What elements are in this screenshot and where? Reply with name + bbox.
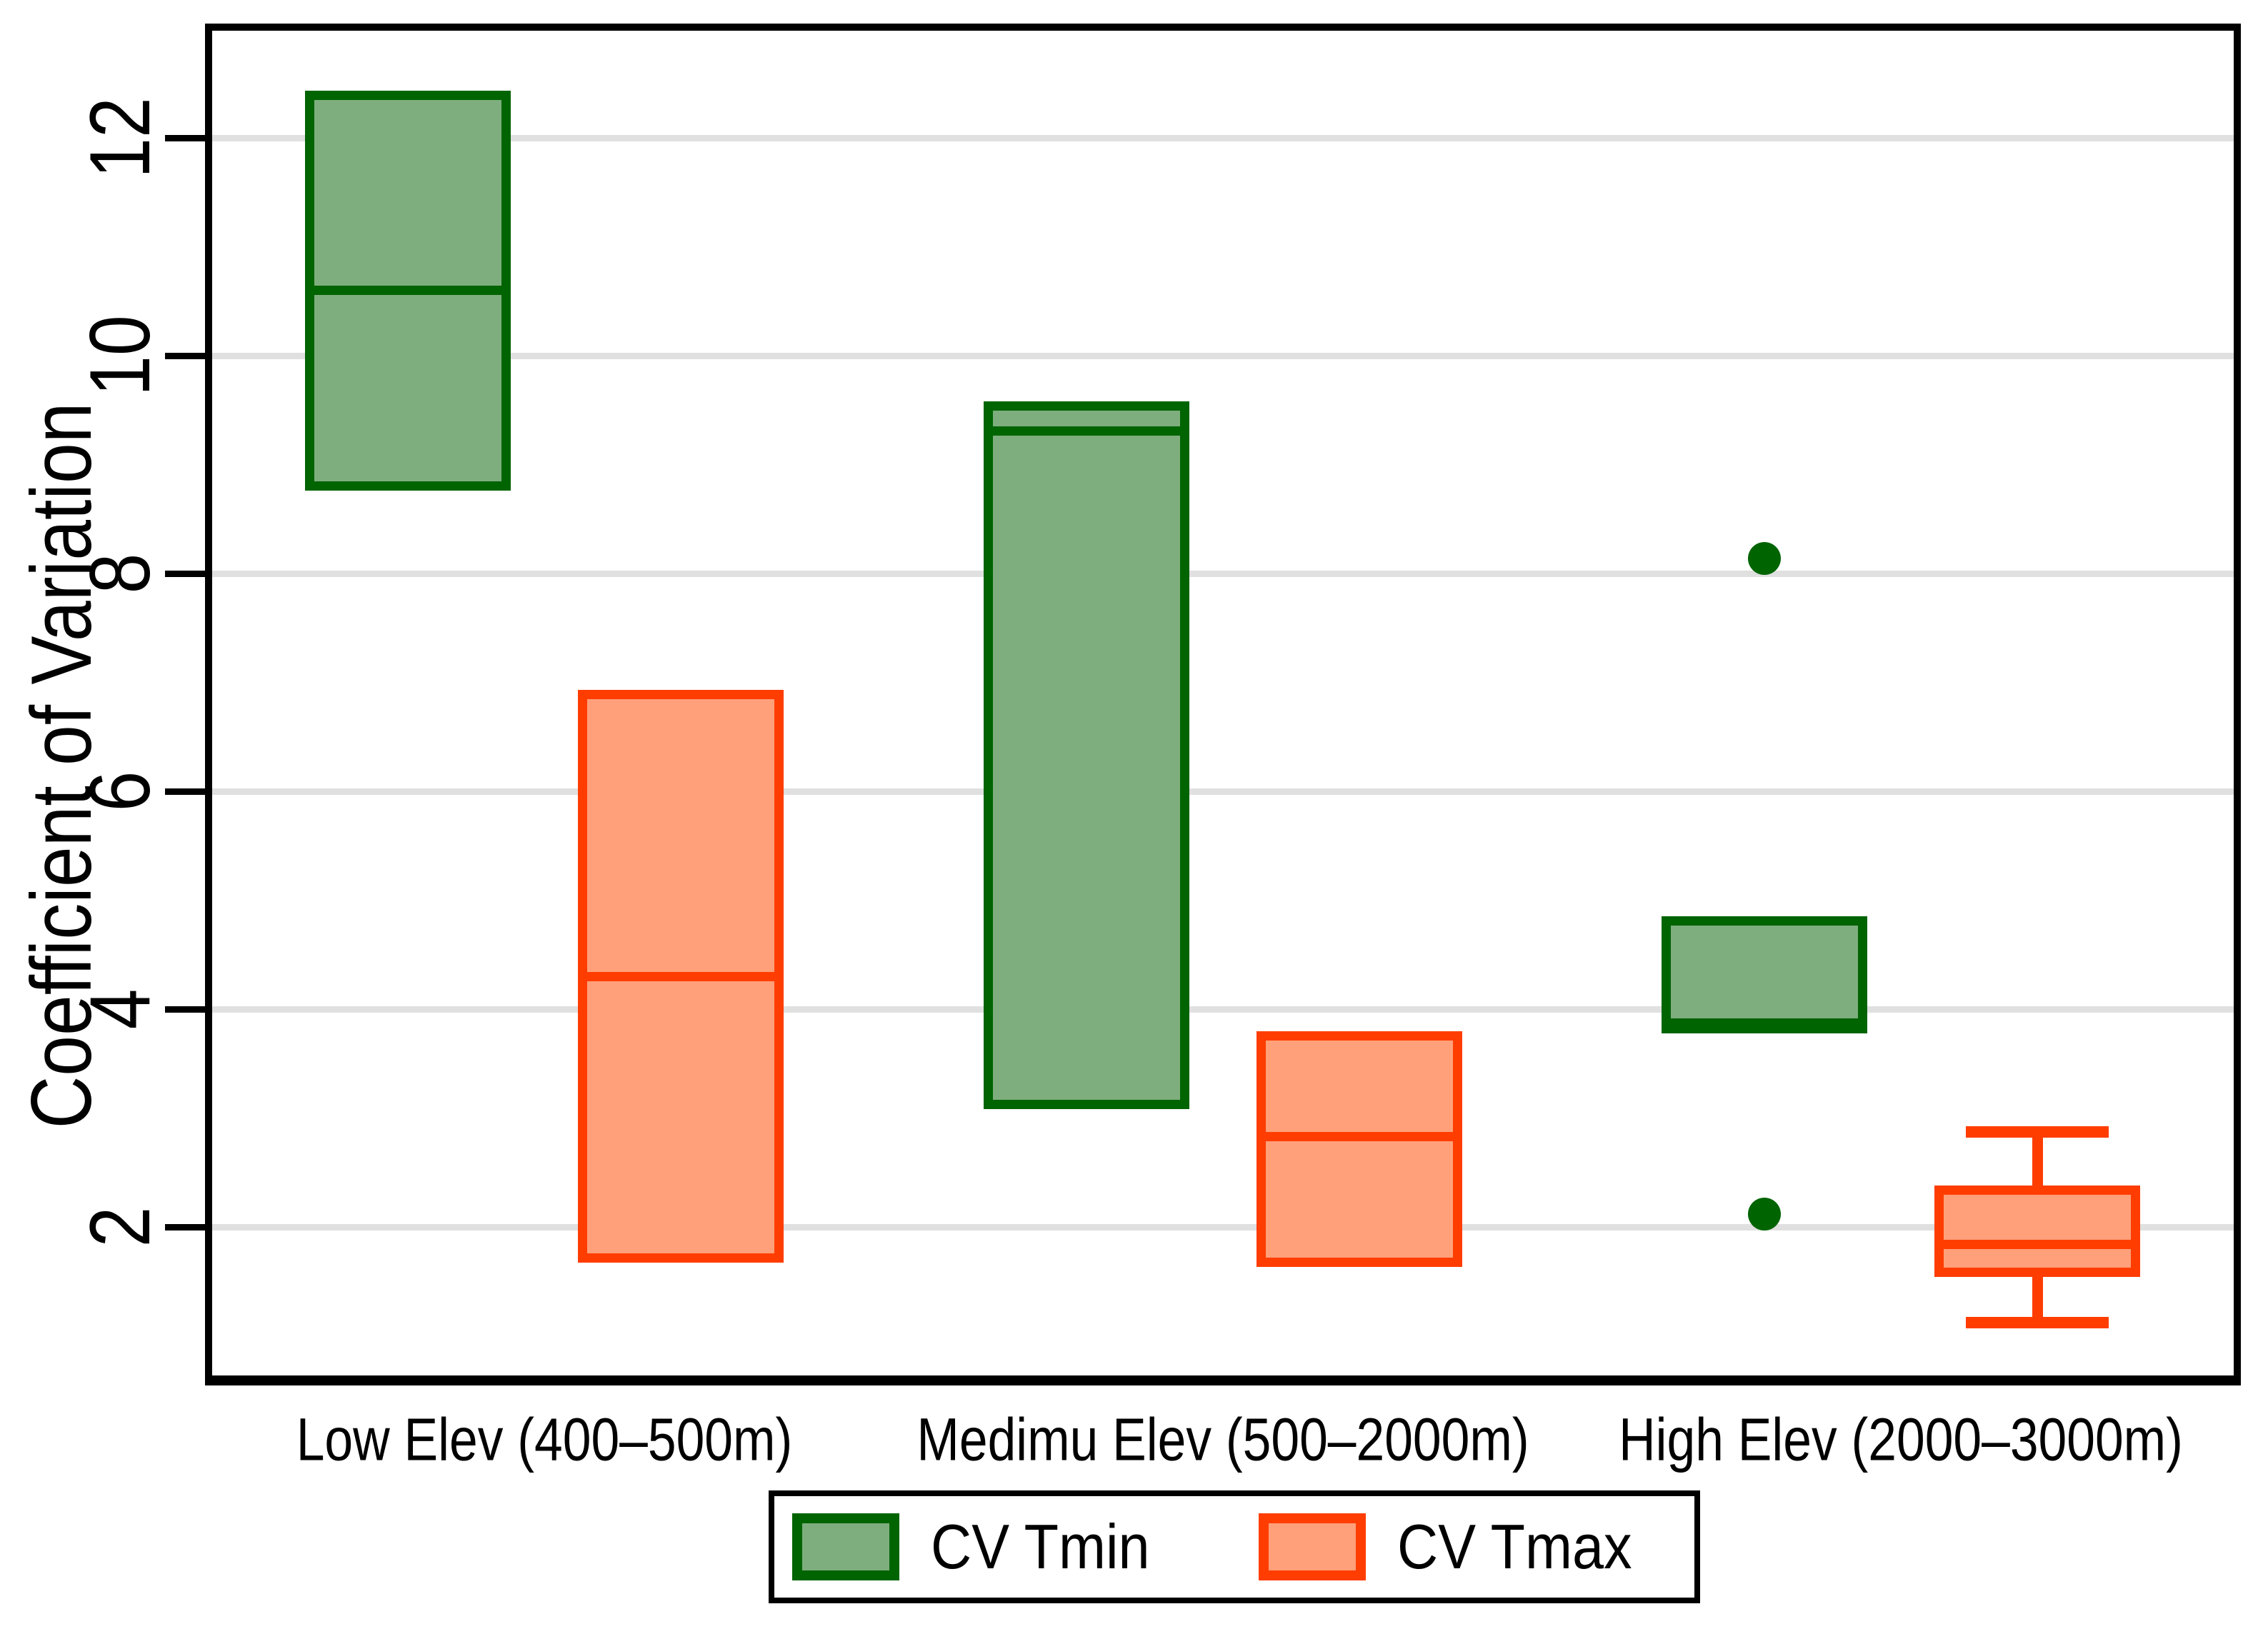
- y-tick-label-text-4: 4: [72, 988, 168, 1030]
- y-tick-10: [165, 352, 205, 359]
- outlier-dot-cv-tmin-2-0: [1748, 541, 1781, 575]
- whisker-line-high-cv-tmax-2: [2032, 1132, 2043, 1186]
- gridline-8: [211, 570, 2235, 577]
- box-cv-tmin-2: [1662, 916, 1867, 1033]
- median-cv-tmax-2: [1944, 1239, 2131, 1249]
- y-tick-label-text-2: 2: [72, 1206, 168, 1248]
- box-cv-tmax-1: [1257, 1031, 1462, 1268]
- y-tick-2: [165, 1223, 205, 1230]
- box-cv-tmin-1: [984, 401, 1189, 1110]
- legend: CV Tmin CV Tmax: [769, 1490, 1700, 1603]
- gridline-6: [211, 788, 2235, 795]
- legend-swatch-cv-tmax: [1258, 1513, 1366, 1580]
- y-tick-label-text-12: 12: [72, 97, 168, 179]
- x-category-label-text-1: Medimu Elev (500–2000m): [916, 1405, 1529, 1473]
- legend-label-cv-tmin: CV Tmin: [931, 1511, 1150, 1582]
- y-tick-label-text-8: 8: [72, 553, 168, 594]
- whisker-cap-high-cv-tmax-2: [1966, 1126, 2109, 1138]
- x-category-label-text-2: High Elev (2000–3000m): [1619, 1405, 2183, 1473]
- legend-swatch-cv-tmin: [792, 1513, 899, 1580]
- median-cv-tmin-1: [993, 426, 1180, 436]
- median-cv-tmax-1: [1266, 1131, 1453, 1141]
- y-tick-label-text-10: 10: [72, 315, 168, 396]
- whisker-cap-low-cv-tmax-2: [1966, 1317, 2109, 1329]
- median-cv-tmax-0: [587, 971, 774, 981]
- gridline-4: [211, 1006, 2235, 1013]
- x-category-label-text-0: Low Elev (400–500m): [296, 1405, 793, 1473]
- gridline-10: [211, 352, 2235, 359]
- outlier-dot-cv-tmin-2-1: [1748, 1197, 1781, 1230]
- gridline-2: [211, 1223, 2235, 1230]
- gridline-12: [211, 134, 2235, 141]
- median-cv-tmin-2: [1671, 1018, 1858, 1028]
- y-tick-label-text-6: 6: [72, 771, 168, 812]
- box-cv-tmax-2: [1934, 1186, 2140, 1278]
- y-tick-12: [165, 134, 205, 141]
- median-cv-tmin-0: [314, 286, 501, 295]
- y-tick-8: [165, 570, 205, 577]
- whisker-line-low-cv-tmax-2: [2032, 1277, 2043, 1323]
- y-tick-6: [165, 788, 205, 795]
- y-tick-4: [165, 1006, 205, 1013]
- legend-label-cv-tmax: CV Tmax: [1397, 1511, 1632, 1582]
